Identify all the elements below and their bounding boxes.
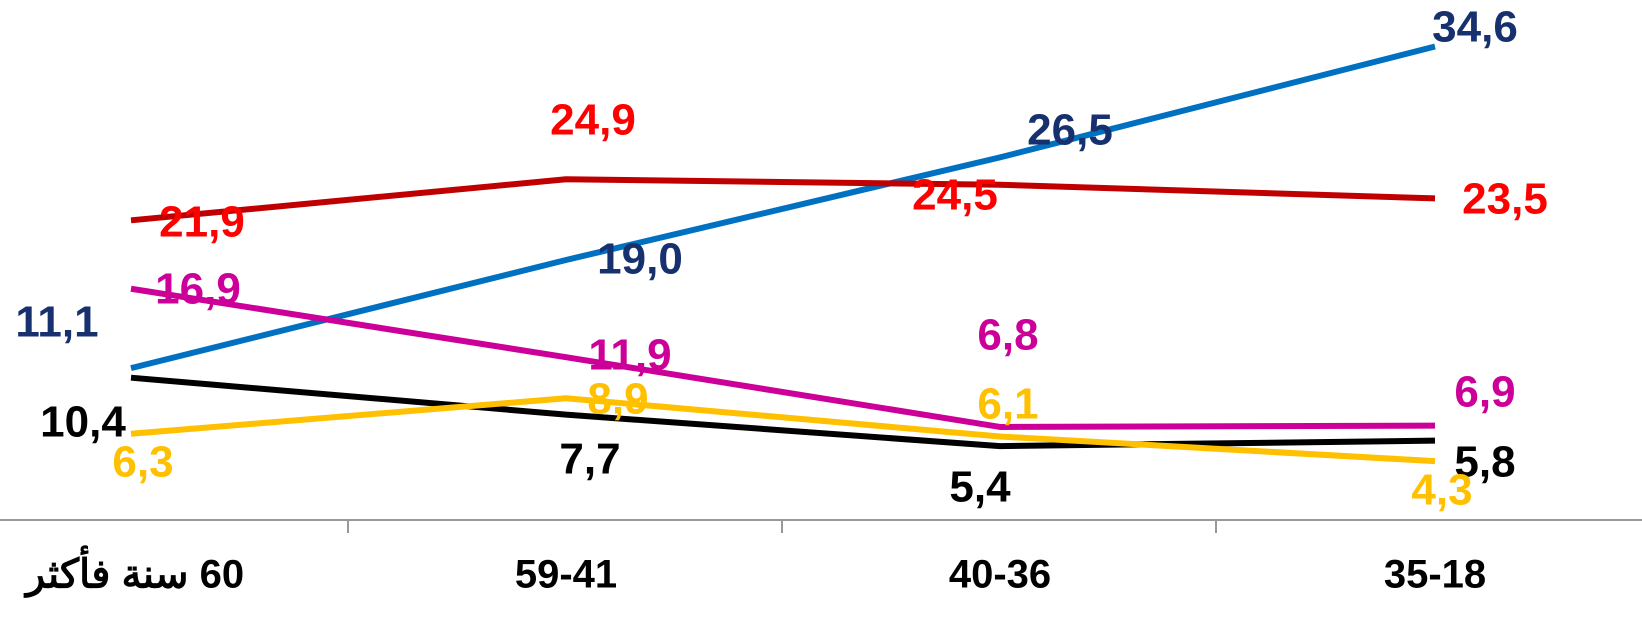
data-label: 34,6 [1432, 3, 1518, 52]
series-line [130, 395, 1436, 465]
data-label: 7,7 [559, 435, 620, 484]
data-label: 5,4 [949, 463, 1011, 512]
x-tick-label: 59-41 [515, 553, 617, 597]
data-label: 24,9 [550, 96, 636, 145]
data-label: 11,9 [588, 331, 671, 380]
data-label: 26,5 [1027, 106, 1113, 155]
series-line [130, 176, 1436, 224]
data-label: 11,1 [15, 298, 98, 347]
data-label: 21,9 [159, 198, 245, 247]
data-label: 10,4 [40, 398, 126, 447]
data-label: 6,9 [1454, 368, 1515, 417]
series-line [130, 43, 1436, 372]
data-label: 16,9 [155, 265, 241, 314]
data-label: 24,5 [912, 171, 998, 220]
series-line [130, 285, 1436, 430]
data-label: 19,0 [597, 235, 683, 284]
data-label: 8,9 [587, 375, 648, 424]
data-label: 5,8 [1454, 438, 1515, 487]
data-label: 6,3 [112, 438, 173, 487]
x-tick-label: 60 سنة فأكثر [23, 545, 244, 599]
data-label: 6,1 [977, 380, 1038, 429]
data-label: 4,3 [1411, 466, 1472, 515]
data-label: 6,8 [977, 311, 1038, 360]
x-tick-label: 40-36 [949, 553, 1051, 597]
x-tick-label: 35-18 [1384, 553, 1486, 597]
series-line [130, 374, 1436, 450]
data-label: 23,5 [1462, 175, 1548, 224]
